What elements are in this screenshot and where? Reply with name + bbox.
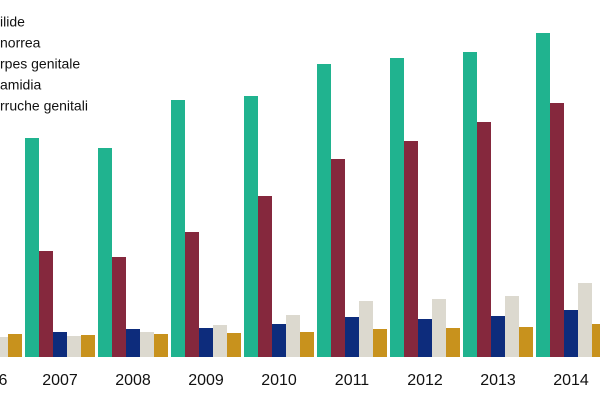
bar	[112, 257, 126, 357]
bar	[550, 103, 564, 357]
legend-label: norrea	[0, 35, 41, 51]
bar	[171, 100, 185, 357]
x-tick-label: 2014	[553, 372, 589, 389]
bar	[126, 329, 140, 357]
legend-label: rpes genitale	[0, 56, 80, 72]
x-tick-label: 2007	[42, 372, 78, 389]
bar	[81, 335, 95, 357]
bar	[300, 332, 314, 357]
x-tick-label: 2011	[335, 372, 370, 389]
bar	[317, 64, 331, 357]
bar	[345, 317, 359, 357]
x-tick-label: 2008	[115, 372, 151, 389]
legend-label: amidia	[0, 77, 41, 93]
bar	[491, 316, 505, 357]
bar	[272, 324, 286, 357]
x-tick-label: 2012	[407, 372, 443, 389]
bar	[0, 337, 8, 357]
bar	[8, 334, 22, 357]
bar	[446, 328, 460, 357]
bar	[390, 58, 404, 357]
bar	[519, 327, 533, 357]
bar	[258, 196, 272, 357]
bar	[140, 332, 154, 357]
x-tick-label: 2009	[188, 372, 224, 389]
legend-label: ilide	[0, 14, 25, 30]
bar	[432, 299, 446, 357]
bar	[53, 332, 67, 357]
legend-label: rruche genitali	[0, 98, 88, 114]
bar	[578, 283, 592, 357]
bar	[286, 315, 300, 357]
bar	[199, 328, 213, 357]
bar	[98, 148, 112, 357]
bar	[185, 232, 199, 357]
x-tick-label: 2010	[261, 372, 297, 389]
bar	[536, 33, 550, 357]
bar	[244, 96, 258, 357]
bar	[331, 159, 345, 357]
bar	[463, 52, 477, 357]
bar	[505, 296, 519, 357]
x-tick-label: 2013	[480, 372, 516, 389]
bar	[564, 310, 578, 357]
bar	[359, 301, 373, 357]
bar	[227, 333, 241, 357]
x-tick-label: 6	[0, 372, 8, 389]
bar	[373, 329, 387, 357]
bar	[592, 324, 600, 357]
bar	[477, 122, 491, 357]
bar	[39, 251, 53, 357]
bar	[154, 334, 168, 357]
bar	[213, 325, 227, 357]
bar	[67, 336, 81, 357]
bar	[418, 319, 432, 357]
bar	[404, 141, 418, 357]
bar	[25, 138, 39, 357]
